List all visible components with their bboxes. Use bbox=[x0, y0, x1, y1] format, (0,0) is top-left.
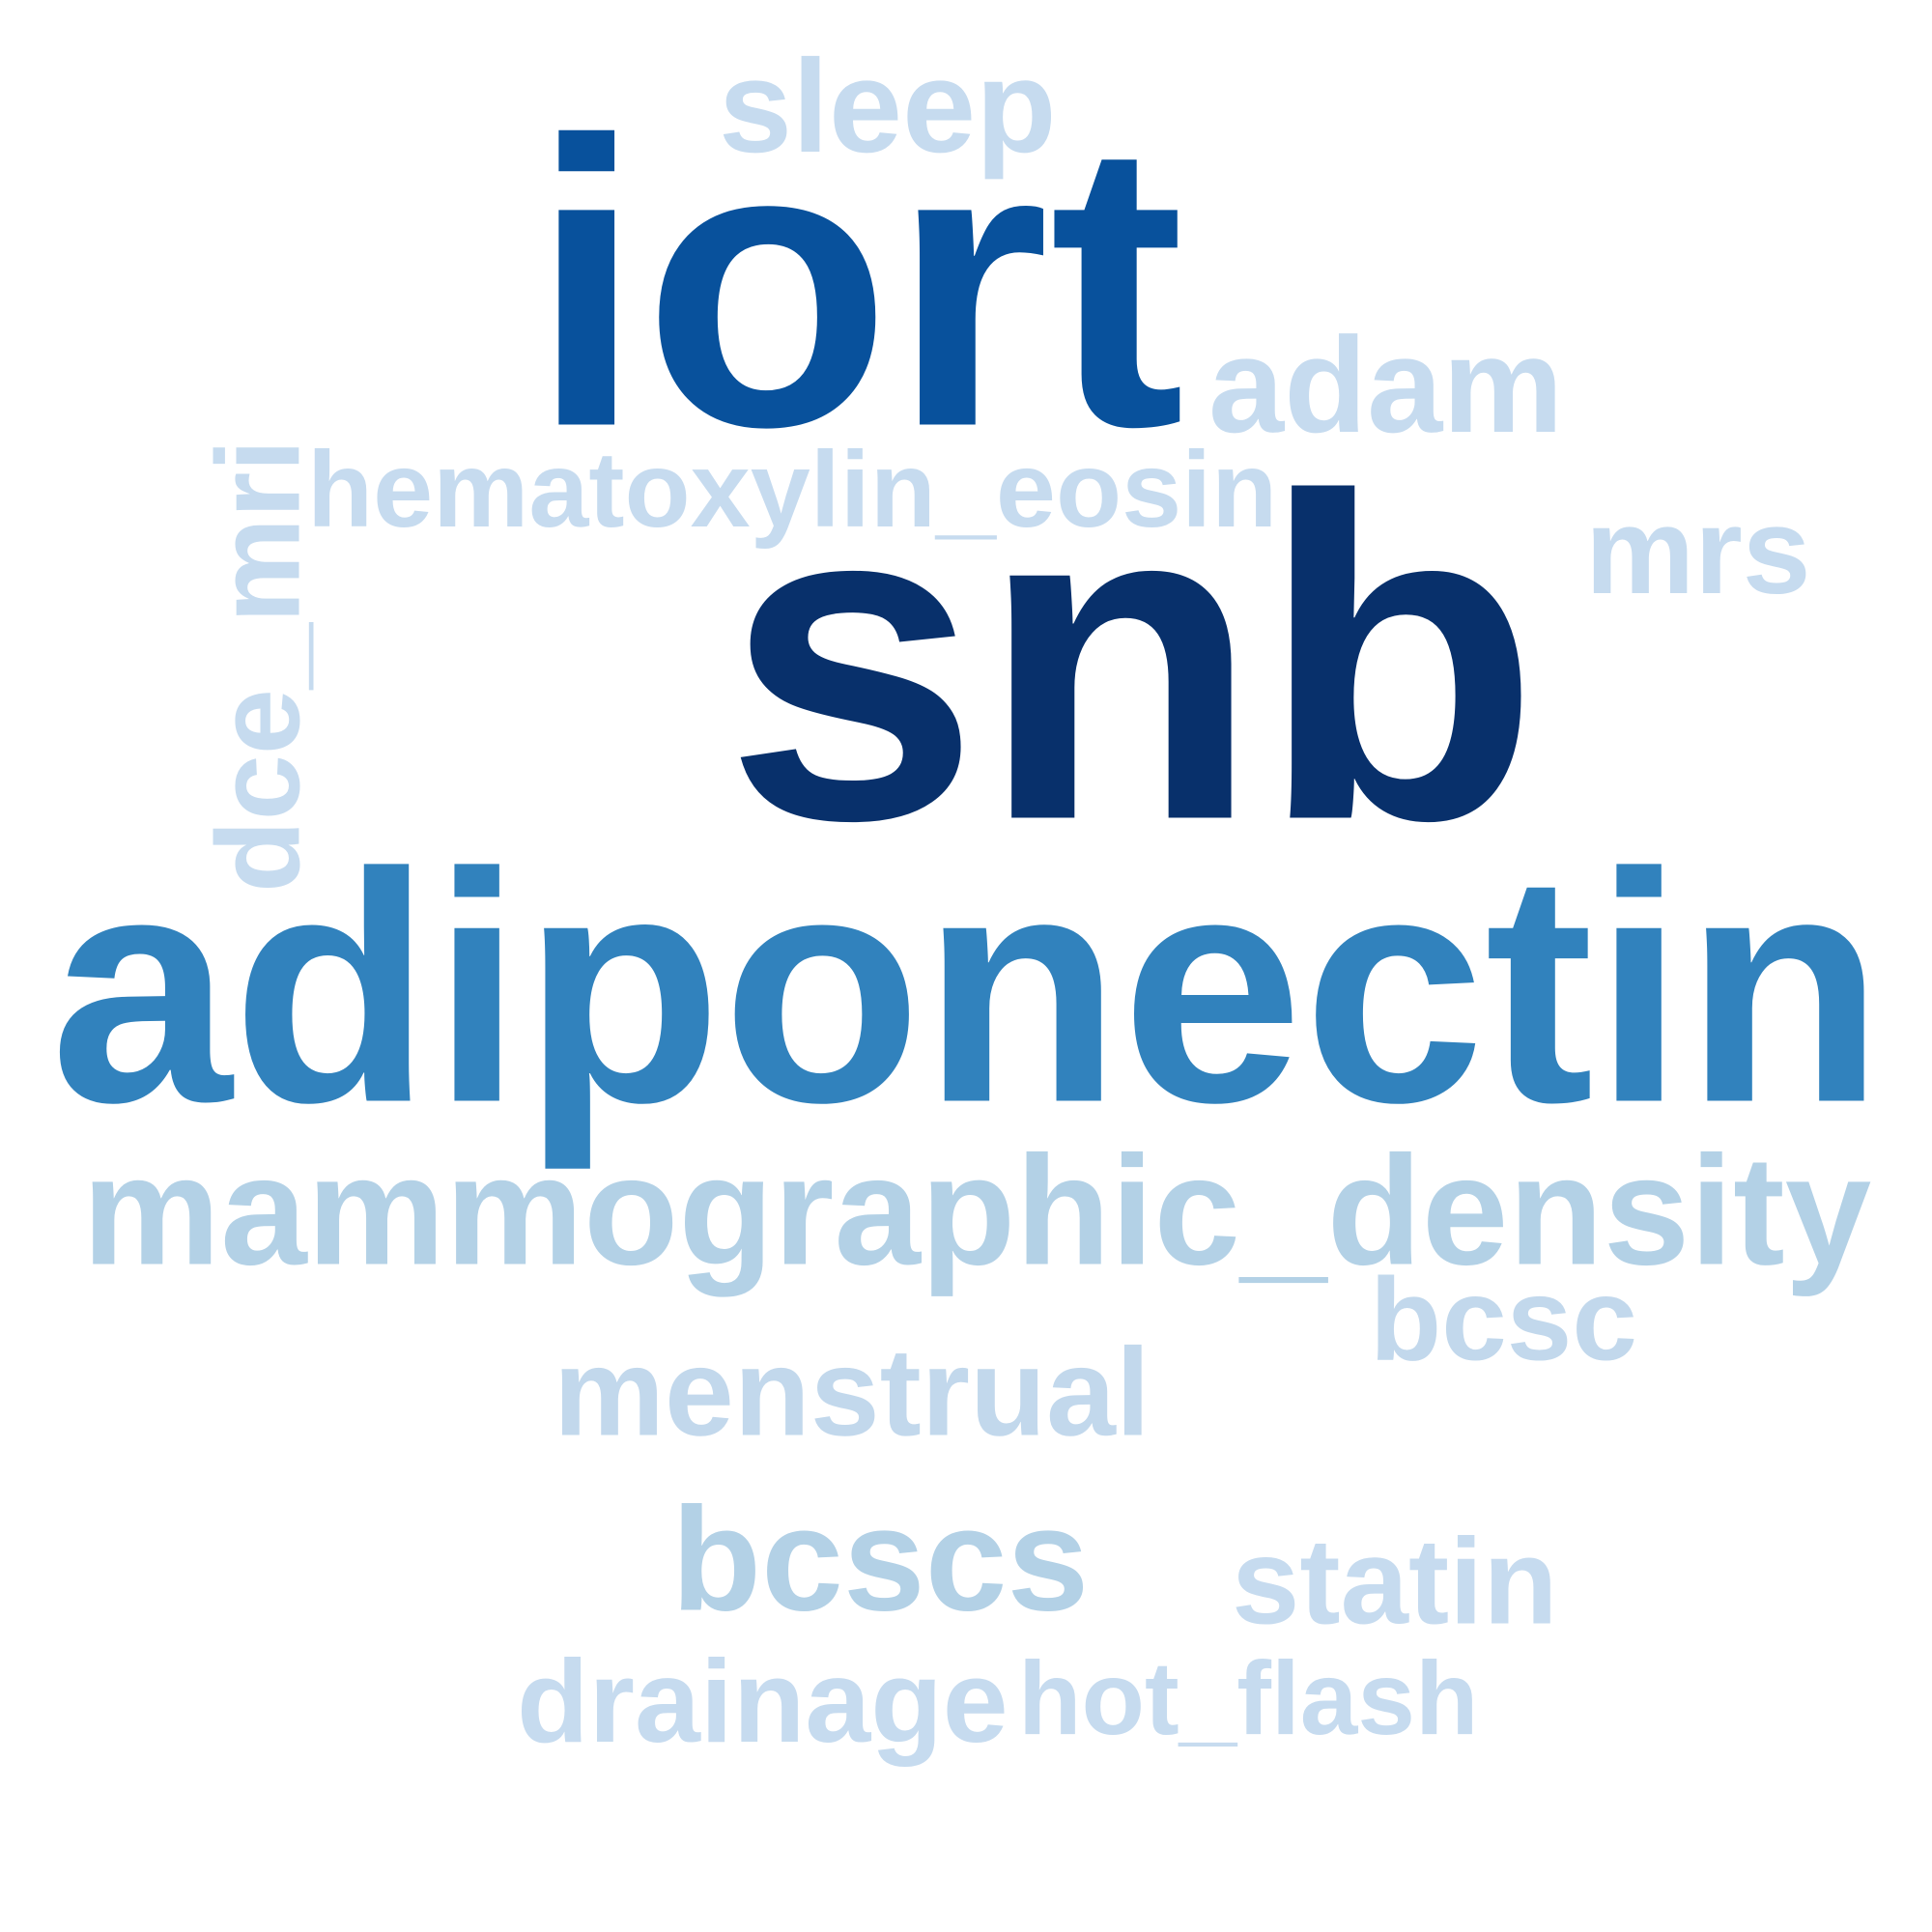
word-iort: iort bbox=[530, 57, 1185, 512]
word-adam: adam bbox=[1208, 309, 1564, 461]
word-mammographic-density: mammographic_density bbox=[82, 1123, 1872, 1298]
word-adiponectin: adiponectin bbox=[50, 805, 1885, 1171]
word-hematoxylin-eosin: hematoxylin_eosin bbox=[307, 429, 1278, 550]
word-drainage: drainage bbox=[517, 1635, 1009, 1767]
word-hot-flash: hot_flash bbox=[1018, 1640, 1479, 1756]
word-mrs: mrs bbox=[1585, 482, 1811, 619]
word-dce-mri: dce_mri bbox=[191, 439, 325, 893]
word-bcscs: bcscs bbox=[671, 1477, 1090, 1642]
word-menstrual: menstrual bbox=[554, 1322, 1151, 1463]
word-bcsc: bcsc bbox=[1370, 1253, 1637, 1385]
word-snb: snb bbox=[724, 402, 1540, 916]
word-statin: statin bbox=[1232, 1512, 1558, 1650]
word-sleep: sleep bbox=[719, 32, 1057, 180]
